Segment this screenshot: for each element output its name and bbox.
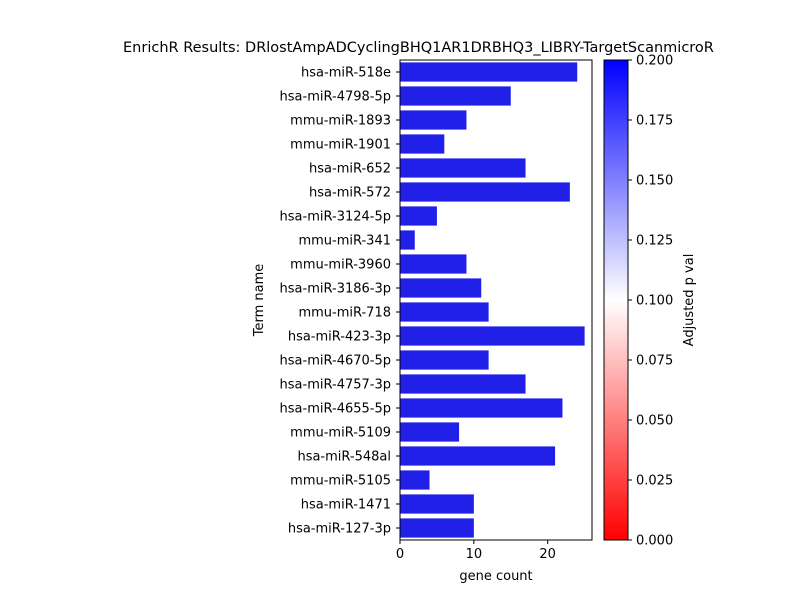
bar-hsa-miR-423-3p xyxy=(400,326,585,346)
bar-hsa-miR-1471 xyxy=(400,494,474,514)
x-tick-label: 20 xyxy=(539,547,556,562)
y-tick-label: mmu-miR-5105 xyxy=(290,474,391,489)
colorbar-tick-label: 0.075 xyxy=(636,354,673,369)
y-tick-label: hsa-miR-652 xyxy=(309,162,391,177)
y-tick-label: hsa-miR-4757-3p xyxy=(280,378,391,393)
colorbar xyxy=(603,59,629,541)
y-tick-label: hsa-miR-518e xyxy=(301,66,391,81)
y-tick-label: hsa-miR-127-3p xyxy=(288,522,391,537)
bar-mmu-miR-341 xyxy=(400,230,415,250)
bar-mmu-miR-5105 xyxy=(400,470,430,490)
y-tick-label: hsa-miR-4670-5p xyxy=(280,354,391,369)
y-tick-label: hsa-miR-3124-5p xyxy=(280,210,391,225)
bar-mmu-miR-1893 xyxy=(400,110,467,130)
x-ticks: 0 10 20 xyxy=(396,540,556,562)
colorbar-tick-label: 0.000 xyxy=(636,534,673,549)
bar-hsa-miR-518e xyxy=(400,62,578,82)
colorbar-tick-label: 0.175 xyxy=(636,114,673,129)
bar-hsa-miR-572 xyxy=(400,182,570,202)
y-tick-label: hsa-miR-423-3p xyxy=(288,330,391,345)
bar-mmu-miR-1901 xyxy=(400,134,445,154)
colorbar-tick-label: 0.200 xyxy=(636,54,673,69)
y-tick-label: mmu-miR-5109 xyxy=(290,426,391,441)
y-tick-label: hsa-miR-1471 xyxy=(301,498,391,513)
y-tick-label: hsa-miR-548al xyxy=(297,450,391,465)
y-tick-label: mmu-miR-718 xyxy=(298,306,391,321)
plot-frame xyxy=(399,59,593,541)
y-tick-label: hsa-miR-3186-3p xyxy=(280,282,391,297)
colorbar-tick-label: 0.050 xyxy=(636,414,673,429)
x-tick-label: 0 xyxy=(396,547,404,562)
x-tick-label: 10 xyxy=(466,547,483,562)
chart-title: EnrichR Results: DRlostAmpADCyclingBHQ1A… xyxy=(123,40,714,56)
bar-mmu-miR-5109 xyxy=(400,422,460,442)
colorbar-ticks: 0.000 0.025 0.050 0.075 0.100 0.125 0.150 0.175… xyxy=(628,54,673,549)
bar-hsa-miR-4670-5p xyxy=(400,350,489,370)
y-tick-label: mmu-miR-3960 xyxy=(290,258,391,273)
y-tick-label: mmu-miR-341 xyxy=(298,234,391,249)
bar-hsa-miR-548al xyxy=(400,446,556,466)
colorbar-label: Adjusted p val xyxy=(682,254,697,347)
bars-group xyxy=(400,62,585,538)
y-tick-label: hsa-miR-572 xyxy=(309,186,391,201)
colorbar-tick-label: 0.025 xyxy=(636,474,673,489)
bar-hsa-miR-4757-3p xyxy=(400,374,526,394)
y-tick-label: mmu-miR-1901 xyxy=(290,138,391,153)
bar-mmu-miR-3960 xyxy=(400,254,467,274)
bar-hsa-miR-127-3p xyxy=(400,518,474,538)
bar-hsa-miR-652 xyxy=(400,158,526,178)
y-tick-labels: hsa-miR-518e hsa-miR-4798-5p mmu-miR-1893 m… xyxy=(280,66,400,537)
y-axis-label: Term name xyxy=(252,264,267,338)
y-tick-label: mmu-miR-1893 xyxy=(290,114,391,129)
colorbar-tick-label: 0.150 xyxy=(636,174,673,189)
bar-hsa-miR-4798-5p xyxy=(400,86,511,106)
bar-hsa-miR-3124-5p xyxy=(400,206,437,226)
bar-hsa-miR-3186-3p xyxy=(400,278,482,298)
bar-hsa-miR-4655-5p xyxy=(400,398,563,418)
colorbar-tick-label: 0.125 xyxy=(636,234,673,249)
bar-mmu-miR-718 xyxy=(400,302,489,322)
y-tick-label: hsa-miR-4655-5p xyxy=(280,402,391,417)
x-axis-label: gene count xyxy=(459,569,532,584)
colorbar-tick-label: 0.100 xyxy=(636,294,673,309)
y-tick-label: hsa-miR-4798-5p xyxy=(280,90,391,105)
